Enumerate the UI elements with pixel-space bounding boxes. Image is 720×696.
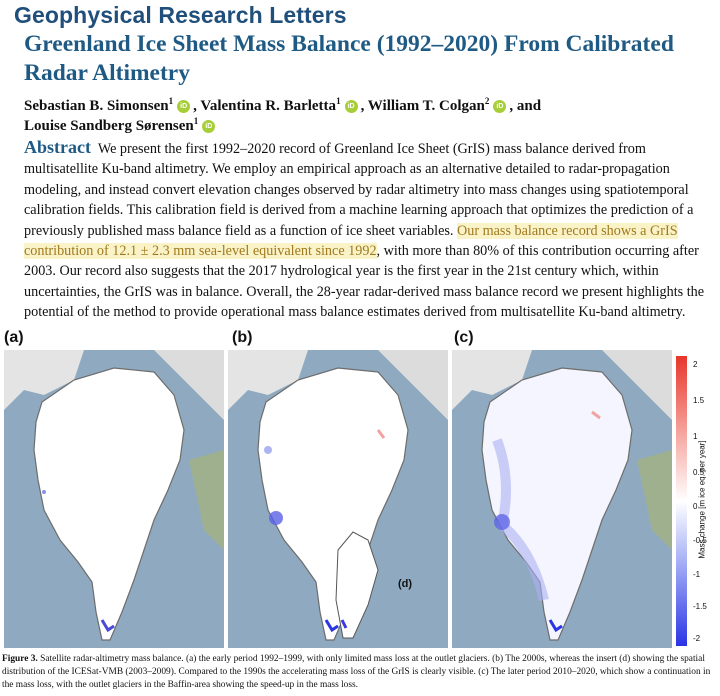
colorbar xyxy=(676,356,687,646)
author-separator: , and xyxy=(509,98,542,114)
colorbar-tick: 0 xyxy=(693,502,698,511)
panel-label-b: (b) xyxy=(232,329,253,346)
orcid-icon[interactable]: iD xyxy=(202,120,216,134)
author-name[interactable]: William T. Colgan xyxy=(367,98,485,114)
author-name[interactable]: Valentina R. Barletta xyxy=(200,98,337,114)
colorbar-tick: -1 xyxy=(693,570,701,579)
colorbar-tick: -1.5 xyxy=(693,602,707,611)
colorbar-tick: 1.5 xyxy=(693,396,705,405)
caption-label: Figure 3. xyxy=(2,654,38,664)
journal-name: Geophysical Research Letters xyxy=(14,2,347,28)
abstract: Abstract We present the first 1992–2020 … xyxy=(24,137,706,323)
figure-caption: Figure 3. Satellite radar-altimetry mass… xyxy=(2,653,718,691)
author-list: Sebastian B. Simonsen1iD, Valentina R. B… xyxy=(24,96,714,136)
colorbar-label: Mass change [m ice eq. per year] xyxy=(697,440,707,559)
map-panel-c xyxy=(452,350,672,648)
abstract-text: We present the first 1992–2020 record of… xyxy=(24,141,694,239)
colorbar-tick: 0.5 xyxy=(693,468,705,477)
affiliation-marker: 1 xyxy=(336,96,341,106)
panel-label-a: (a) xyxy=(4,329,24,346)
affiliation-marker: 1 xyxy=(168,96,174,106)
author-separator: , xyxy=(360,98,368,114)
author-separator: , xyxy=(193,98,201,114)
map-panel-a xyxy=(4,350,224,648)
affiliation-marker: 1 xyxy=(193,116,199,126)
author-name[interactable]: Sebastian B. Simonsen xyxy=(24,98,169,114)
abstract-heading: Abstract xyxy=(24,137,91,157)
author-name[interactable]: Louise Sandberg Sørensen xyxy=(24,118,194,134)
colorbar-tick: -2 xyxy=(693,634,701,643)
orcid-icon[interactable]: iD xyxy=(344,100,358,114)
orcid-icon[interactable]: iD xyxy=(177,100,191,114)
map-panel-b xyxy=(228,350,448,648)
affiliation-marker: 2 xyxy=(484,96,490,106)
inset-label-d: (d) xyxy=(398,578,413,590)
panel-label-c: (c) xyxy=(454,329,474,346)
orcid-icon[interactable]: iD xyxy=(493,100,507,114)
colorbar-tick: -0.5 xyxy=(693,536,707,545)
article-title: Greenland Ice Sheet Mass Balance (1992–2… xyxy=(24,31,674,86)
abstract-text-end: , with more than 80% of this contributio… xyxy=(24,243,705,321)
colorbar-tick: 2 xyxy=(693,360,698,369)
colorbar-tick: 1 xyxy=(693,432,698,441)
caption-text: Satellite radar-altimetry mass balance. … xyxy=(2,654,711,690)
